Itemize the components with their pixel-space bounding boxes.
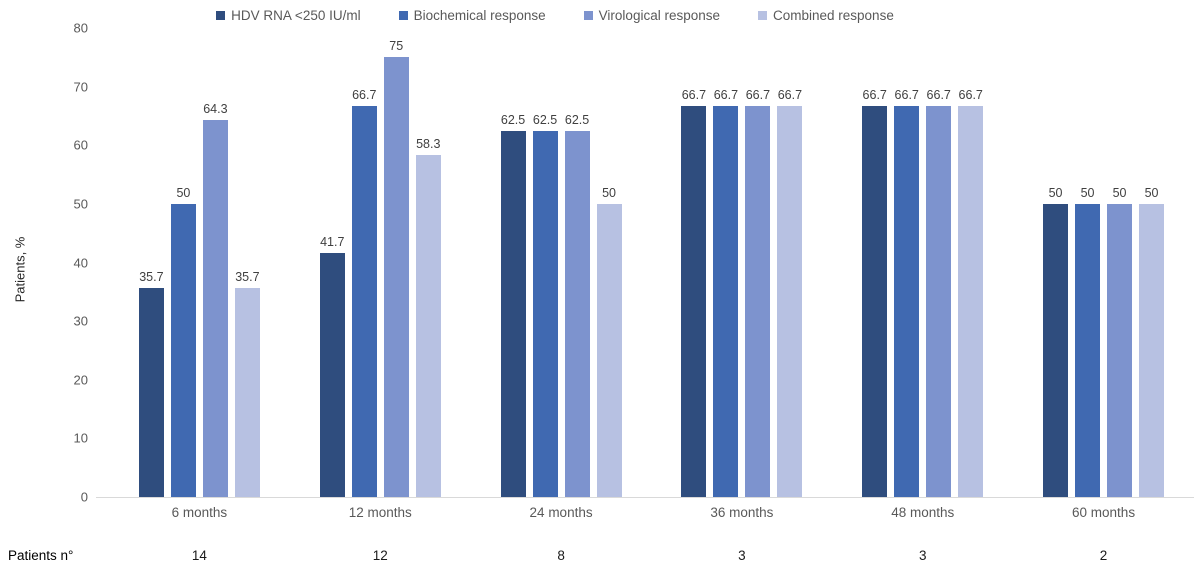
bar-value-label: 62.5	[564, 112, 590, 127]
patients-count: 2	[1099, 548, 1108, 563]
y-axis-ticks: 0 10 20 30 40 50 60 70 80	[52, 21, 88, 505]
legend-marker-icon	[398, 11, 408, 20]
bar-value-label: 35.7	[235, 269, 260, 284]
plot-area: 35.7 50 64.3 35.7 41.7 66.7 75 58.3 62.5 62.5 62.5…	[109, 28, 1194, 497]
bar: 62.5	[564, 113, 590, 497]
bar: 62.5	[500, 113, 526, 497]
legend-item: Biochemical response	[398, 8, 546, 23]
bar-value-label: 66.7	[862, 87, 887, 102]
bar: 66.7	[745, 88, 771, 497]
bar-value-label: 50	[1080, 185, 1095, 200]
bar-value-label: 50	[176, 185, 191, 200]
bar-value-label: 66.7	[926, 87, 951, 102]
bar-value-label: 41.7	[320, 234, 345, 249]
bar-group: 35.7 50 64.3 35.7	[109, 28, 290, 497]
legend-item: Virological response	[583, 8, 720, 23]
y-tick-label: 20	[73, 372, 88, 388]
bar: 50	[1107, 186, 1133, 497]
bar: 75	[383, 39, 409, 497]
y-tick-label: 50	[73, 196, 88, 212]
x-axis-label: 36 months	[710, 505, 774, 520]
bar-value-label: 66.7	[958, 87, 983, 102]
bar-group: 62.5 62.5 62.5 50	[471, 28, 652, 497]
x-axis-line	[96, 497, 1194, 498]
legend-marker-icon	[758, 11, 767, 20]
y-tick-label: 60	[73, 137, 88, 153]
bar-group: 66.7 66.7 66.7 66.7	[651, 28, 832, 497]
bar: 66.7	[681, 88, 707, 497]
bar: 66.7	[862, 88, 888, 497]
bar: 50	[1075, 186, 1101, 497]
legend-label: Virological response	[598, 8, 720, 23]
bar: 50	[596, 186, 622, 497]
bar: 50	[1139, 186, 1165, 497]
bar-value-label: 50	[602, 185, 617, 200]
bar-value-label: 50	[1112, 185, 1127, 200]
bar: 64.3	[202, 102, 228, 497]
legend-label: Combined response	[773, 8, 894, 23]
bar-value-label: 66.7	[352, 87, 377, 102]
bar-value-label: 50	[1144, 185, 1159, 200]
bar: 66.7	[926, 88, 952, 497]
bar-value-label: 66.7	[745, 87, 771, 102]
bar-value-label: 66.7	[681, 87, 707, 102]
x-axis-label: 12 months	[348, 505, 412, 520]
bar-value-label: 66.7	[713, 87, 739, 102]
bar: 58.3	[415, 137, 441, 497]
x-axis-label: 24 months	[529, 505, 593, 520]
y-tick-label: 30	[73, 313, 88, 329]
legend-item: Combined response	[758, 8, 894, 23]
legend-label: HDV RNA <250 IU/ml	[231, 8, 361, 23]
bar: 50	[170, 186, 196, 497]
y-tick-label: 10	[73, 430, 88, 446]
bar: 66.7	[351, 88, 377, 497]
y-tick-label: 80	[73, 20, 88, 36]
legend-marker-icon	[583, 11, 593, 20]
patients-row-label: Patients n°	[8, 548, 74, 563]
legend-marker-icon	[216, 11, 226, 20]
legend-label: Biochemical response	[413, 8, 546, 23]
bar-group: 41.7 66.7 75 58.3	[290, 28, 471, 497]
bar-group: 50 50 50 50	[1013, 28, 1194, 497]
patients-count: 12	[372, 548, 388, 563]
patients-row-values: 14 12 8 3 3 2	[109, 548, 1194, 563]
patients-count: 3	[738, 548, 746, 563]
x-axis-labels: 6 months 12 months 24 months 36 months 48 mo…	[109, 505, 1194, 520]
bar: 50	[1043, 186, 1069, 497]
bar: 66.7	[713, 88, 739, 497]
bar: 35.7	[138, 270, 164, 497]
bar: 62.5	[532, 113, 558, 497]
bar-value-label: 35.7	[139, 269, 164, 284]
bar: 41.7	[319, 235, 345, 497]
bar: 66.7	[894, 88, 920, 497]
y-axis-title: Patients, %	[12, 236, 28, 303]
bar-value-label: 50	[1048, 185, 1063, 200]
bar: 66.7	[958, 88, 984, 497]
bar-value-label: 62.5	[532, 112, 558, 127]
x-axis-label: 6 months	[171, 505, 228, 520]
x-axis-label: 60 months	[1072, 505, 1136, 520]
bar-group: 66.7 66.7 66.7 66.7	[832, 28, 1013, 497]
bar: 35.7	[234, 270, 260, 497]
y-tick-label: 0	[80, 489, 88, 505]
y-tick-label: 40	[73, 255, 88, 270]
bar-value-label: 64.3	[203, 102, 228, 117]
legend: HDV RNA <250 IU/ml Biochemical response Vi…	[0, 8, 1110, 23]
patients-count: 8	[557, 548, 565, 563]
y-tick-label: 70	[73, 79, 88, 95]
legend-item: HDV RNA <250 IU/ml	[216, 8, 361, 23]
x-axis-label: 48 months	[891, 505, 955, 520]
bar: 66.7	[777, 88, 803, 497]
bar-value-label: 62.5	[500, 112, 526, 127]
bar-value-label: 75	[389, 39, 404, 54]
patients-count: 3	[918, 548, 927, 563]
bar-value-label: 58.3	[416, 137, 441, 152]
bar-value-label: 66.7	[894, 87, 919, 102]
patients-count: 14	[191, 548, 207, 563]
bar-value-label: 66.7	[777, 87, 803, 102]
